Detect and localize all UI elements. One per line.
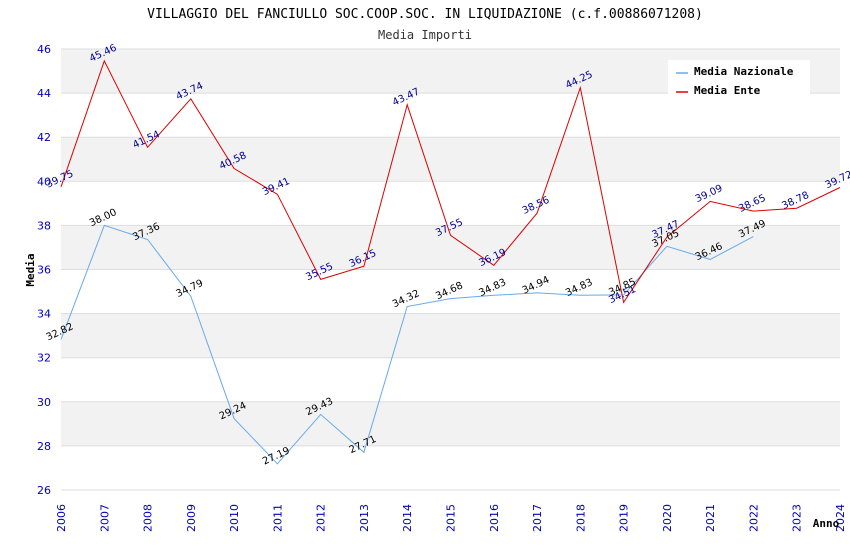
x-tick-label: 2024 <box>834 504 847 532</box>
legend-label-nazionale: Media Nazionale <box>694 65 794 78</box>
x-tick-label: 2009 <box>185 504 198 532</box>
x-tick-label: 2016 <box>488 504 501 532</box>
x-tick-label: 2022 <box>747 504 760 532</box>
plot-band <box>61 269 840 314</box>
gridlines <box>61 48 840 491</box>
plot-band <box>61 313 840 358</box>
plot-band <box>61 445 840 490</box>
y-tick-label: 30 <box>37 396 51 409</box>
x-tick-label: 2012 <box>315 504 328 532</box>
plot-band <box>61 181 840 226</box>
y-tick-label: 42 <box>37 131 51 144</box>
chart-subtitle: Media Importi <box>378 28 472 42</box>
y-tick-label: 36 <box>37 264 51 277</box>
y-tick-label: 28 <box>37 440 51 453</box>
y-tick-label: 38 <box>37 219 51 232</box>
plot-band <box>61 401 840 446</box>
y-axis-ticks: 26 28 30 32 34 36 38 40 42 44 46 <box>37 43 51 497</box>
legend-label-ente: Media Ente <box>694 84 761 97</box>
legend-box <box>668 60 810 100</box>
x-tick-label: 2023 <box>791 504 804 532</box>
x-tick-label: 2015 <box>445 504 458 532</box>
x-tick-label: 2017 <box>531 504 544 532</box>
plot-band <box>61 357 840 402</box>
y-tick-label: 32 <box>37 352 51 365</box>
x-tick-label: 2020 <box>661 504 674 532</box>
x-tick-label: 2018 <box>574 504 587 532</box>
x-tick-label: 2021 <box>704 504 717 532</box>
y-tick-label: 34 <box>37 308 51 321</box>
x-axis-ticks: 2006 2007 2008 2009 2010 2011 2012 2013 2014 2015… <box>55 504 847 532</box>
x-tick-label: 2007 <box>98 504 111 532</box>
x-tick-label: 2010 <box>228 504 241 532</box>
y-tick-label: 40 <box>37 175 51 188</box>
x-tick-label: 2011 <box>271 504 284 532</box>
plot-band <box>61 137 840 182</box>
plot-band <box>61 93 840 138</box>
legend: Media Nazionale Media Ente <box>668 60 810 100</box>
x-tick-label: 2014 <box>401 504 414 532</box>
series-line-media-ente <box>60 59 841 304</box>
plot-background <box>61 49 840 490</box>
x-tick-label: 2019 <box>618 504 631 532</box>
y-tick-label: 46 <box>37 43 51 56</box>
y-tick-label: 44 <box>37 87 51 100</box>
chart-title: VILLAGGIO DEL FANCIULLO SOC.COOP.SOC. IN… <box>147 7 703 22</box>
series-layer <box>60 59 841 465</box>
series-line-media-nazionale <box>60 224 754 465</box>
y-tick-label: 26 <box>37 484 51 497</box>
x-tick-label: 2008 <box>142 504 155 532</box>
x-tick-label: 2013 <box>358 504 371 532</box>
x-tick-label: 2006 <box>55 504 68 532</box>
plot-band <box>61 225 840 270</box>
x-axis-label: Anno <box>813 517 840 530</box>
y-axis-label: Media <box>24 253 37 286</box>
